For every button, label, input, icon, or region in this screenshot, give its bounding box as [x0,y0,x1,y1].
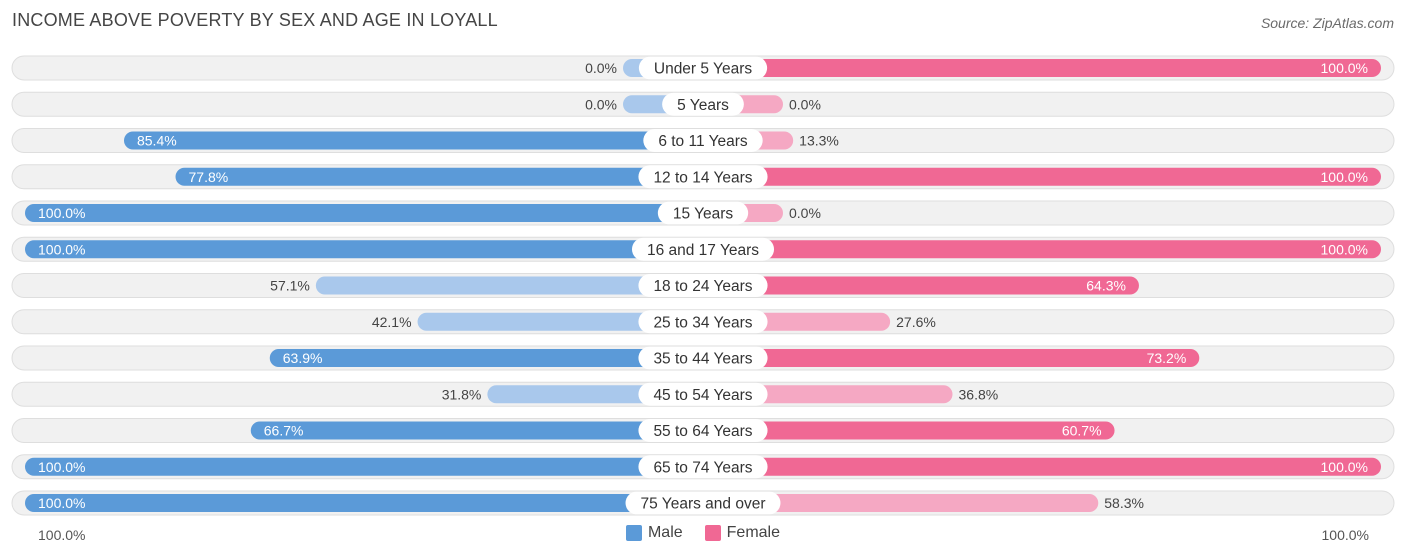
bar-row: 0.0% 100.0% Under 5 Years [11,55,1395,81]
male-value-label: 57.1% [270,278,310,294]
category-label: 25 to 34 Years [653,314,752,331]
category-label: 35 to 44 Years [653,351,752,368]
female-bar [703,349,1200,367]
male-value-label: 100.0% [38,205,85,221]
bar-row: 100.0% 58.3% 75 Years and over [11,490,1395,516]
female-value-label: 64.3% [1086,278,1126,294]
category-label: 15 Years [673,206,734,223]
category-pill [638,274,768,297]
category-pill [638,455,768,479]
bar-row: 31.8% 36.8% 45 to 54 Years [11,381,1395,407]
legend-female-label: Female [726,524,781,541]
female-value-label: 36.8% [959,386,999,402]
male-bar [123,131,704,150]
bar-row: 57.1% 64.3% 18 to 24 Years [11,273,1395,298]
bar-row: 66.7% 60.7% 55 to 64 Years [11,418,1395,443]
female-bar [703,421,1115,440]
male-value-label: 100.0% [38,241,85,257]
female-value-label: 60.7% [1062,423,1102,439]
category-label: 55 to 64 Years [653,423,752,440]
bar-row: 42.1% 27.6% 25 to 34 Years [11,309,1395,335]
category-pill [662,92,744,116]
category-label: 65 to 74 Years [653,459,752,476]
category-pill [631,237,775,261]
legend: Male Female [0,524,1406,542]
chart-canvas: 0.0% 100.0% Under 5 Years 0.0% 0.0% 5 Years 85… [11,55,1395,516]
category-pill [625,491,781,515]
male-bar [417,312,703,331]
male-value-label: 85.4% [137,133,177,149]
male-bar [25,204,703,222]
category-label: 6 to 11 Years [658,133,748,150]
category-label: 18 to 24 Years [653,278,752,295]
male-bar [25,457,703,476]
category-pill [638,165,768,189]
bar-row: 100.0% 100.0% 16 and 17 Years [11,236,1395,262]
female-value-label: 13.3% [799,133,839,149]
female-value-label: 0.0% [789,205,821,221]
category-label: Under 5 Years [654,61,752,78]
bar-row: 100.0% 0.0% 15 Years [11,200,1395,226]
legend-item-female: Female [704,524,781,542]
category-pill [638,56,768,80]
category-label: 45 to 54 Years [653,387,752,404]
female-bar [703,494,1099,512]
female-bar [703,167,1381,186]
category-label: 75 Years and over [641,496,766,513]
category-label: 16 and 17 Years [647,242,759,259]
male-bar [315,276,703,295]
female-bar [703,276,1139,295]
category-label: 5 Years [677,97,729,114]
legend-male-label: Male [647,524,683,541]
legend-item-male: Male [625,524,683,542]
male-value-label: 63.9% [283,350,323,366]
category-pill [657,201,749,225]
category-pill [638,419,768,442]
bar-row: 85.4% 13.3% 6 to 11 Years [11,128,1395,153]
female-bar [703,240,1381,259]
axis-right-label: 100.0% [1321,527,1369,543]
category-pill [638,310,768,334]
female-swatch-icon [704,525,721,541]
male-value-label: 66.7% [264,423,304,439]
male-bar [25,494,703,512]
bar-row: 77.8% 100.0% 12 to 14 Years [11,164,1395,190]
male-swatch-icon [625,525,642,541]
female-value-label: 100.0% [1321,169,1368,185]
bar-row: 100.0% 100.0% 65 to 74 Years [11,454,1395,480]
male-value-label: 77.8% [189,169,229,185]
male-bar [269,349,703,367]
male-value-label: 0.0% [585,60,617,76]
axis-left-label: 100.0% [38,527,86,543]
female-value-label: 100.0% [1321,459,1368,475]
female-bar [703,59,1381,77]
male-value-label: 100.0% [38,459,85,475]
male-value-label: 0.0% [585,96,617,112]
male-bar [175,167,704,186]
chart-title: INCOME ABOVE POVERTY BY SEX AND AGE IN L… [12,10,498,30]
male-value-label: 31.8% [442,386,482,402]
female-value-label: 58.3% [1104,495,1144,511]
category-pill [638,346,768,370]
male-value-label: 100.0% [38,495,85,511]
source-credit: Source: ZipAtlas.com [1260,15,1394,31]
female-value-label: 100.0% [1321,60,1368,76]
female-value-label: 0.0% [789,96,821,112]
male-bar [25,240,703,259]
bar-row: 63.9% 73.2% 35 to 44 Years [11,345,1395,371]
category-pill [643,129,763,152]
female-value-label: 73.2% [1147,350,1187,366]
category-pill [638,382,768,406]
male-bar [250,421,704,440]
bar-row: 0.0% 0.0% 5 Years [11,91,1395,117]
female-value-label: 100.0% [1321,241,1368,257]
female-bar [703,457,1381,476]
female-value-label: 27.6% [896,314,936,330]
category-label: 12 to 14 Years [653,169,752,186]
male-value-label: 42.1% [372,314,412,330]
